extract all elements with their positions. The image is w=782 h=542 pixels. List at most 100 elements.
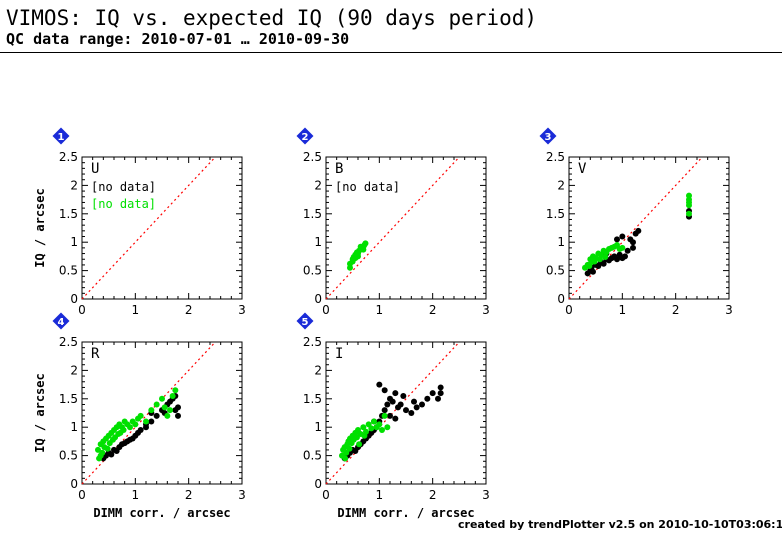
data-point-black xyxy=(381,407,388,414)
data-point-green xyxy=(368,425,375,432)
reference-line-y-equals-x xyxy=(325,341,460,485)
plot-frame xyxy=(325,341,487,485)
y-tick-label: 0.5 xyxy=(303,264,322,278)
data-point-green xyxy=(132,421,139,428)
data-point-black xyxy=(389,398,396,405)
data-point-green xyxy=(381,412,388,419)
y-tick-label: 2.5 xyxy=(303,150,322,164)
panel-badge-diamond xyxy=(539,127,557,145)
y-tick-label: 2.5 xyxy=(59,335,78,349)
data-point-green xyxy=(591,258,598,265)
data-point-black xyxy=(148,418,155,425)
x-tick-label: 3 xyxy=(725,303,733,317)
data-point-black xyxy=(397,401,404,408)
x-axis-label: DIMM corr. / arcsec xyxy=(337,506,474,520)
panel-badge-number: 1 xyxy=(58,132,65,143)
panel-badge-number: 3 xyxy=(545,132,552,143)
data-point-black xyxy=(400,392,407,399)
data-point-green xyxy=(164,412,171,419)
y-tick-label: 2 xyxy=(314,363,322,377)
data-point-black xyxy=(437,384,444,391)
data-point-green xyxy=(143,418,149,425)
y-tick-label: 1 xyxy=(314,420,322,434)
x-tick-label: 0 xyxy=(78,303,86,317)
data-point-black xyxy=(387,412,393,419)
no-data-label: [no data] xyxy=(91,197,156,211)
data-point-green xyxy=(95,446,101,453)
data-point-green xyxy=(342,455,349,462)
data-point-green xyxy=(362,240,369,247)
y-tick-label: 0.5 xyxy=(303,449,322,463)
reference-line-y-equals-x xyxy=(325,156,460,300)
y-tick-label: 1 xyxy=(70,235,78,249)
data-point-black xyxy=(590,268,596,275)
data-point-green xyxy=(159,395,165,402)
x-axis-label: DIMM corr. / arcsec xyxy=(93,506,230,520)
x-tick-label: 1 xyxy=(376,303,384,317)
data-point-black xyxy=(614,236,620,243)
data-point-green xyxy=(115,431,122,438)
data-point-black xyxy=(411,398,417,405)
x-tick-label: 3 xyxy=(482,488,490,502)
qc-data-range: QC data range: 2010-07-01 … 2010-09-30 xyxy=(6,30,350,48)
data-point-green xyxy=(96,455,103,462)
footer-credit: created by trendPlotter v2.5 on 2010-10-… xyxy=(458,518,782,531)
data-point-green xyxy=(602,253,609,260)
plot-frame xyxy=(325,156,487,300)
y-tick-label: 2.5 xyxy=(59,150,78,164)
panel-badge-number: 2 xyxy=(302,132,309,143)
no-data-label: [no data] xyxy=(91,180,156,194)
header-divider xyxy=(0,52,782,53)
data-point-green xyxy=(357,243,364,250)
data-point-black xyxy=(429,390,436,397)
plot-frame xyxy=(81,156,243,300)
y-tick-label: 1 xyxy=(314,235,322,249)
data-point-green xyxy=(360,424,367,431)
filter-label: B xyxy=(335,161,343,177)
y-tick-label: 1.5 xyxy=(59,207,78,221)
data-point-green xyxy=(137,412,144,419)
data-point-black xyxy=(614,256,620,263)
y-tick-label: 2 xyxy=(314,178,322,192)
data-point-green xyxy=(346,445,353,452)
page-title: VIMOS: IQ vs. expected IQ (90 days perio… xyxy=(6,6,538,30)
data-point-green xyxy=(148,407,155,414)
data-point-black xyxy=(619,233,626,240)
x-tick-label: 3 xyxy=(238,488,246,502)
data-point-green xyxy=(343,449,350,456)
data-point-black xyxy=(630,244,636,251)
data-point-green xyxy=(376,421,383,428)
y-tick-label: 2.5 xyxy=(546,150,565,164)
x-tick-label: 2 xyxy=(185,488,193,502)
data-point-black xyxy=(437,390,444,397)
y-tick-label: 0.5 xyxy=(59,449,78,463)
data-point-green xyxy=(104,445,111,452)
data-point-black xyxy=(175,404,181,411)
data-point-green xyxy=(161,404,168,411)
y-tick-label: 1 xyxy=(70,420,78,434)
x-tick-label: 2 xyxy=(672,303,680,317)
data-point-green xyxy=(371,418,377,425)
data-point-black xyxy=(392,390,399,397)
x-tick-label: 1 xyxy=(619,303,627,317)
x-tick-label: 3 xyxy=(238,303,246,317)
panel-badge-number: 4 xyxy=(58,317,65,328)
data-point-green xyxy=(379,427,385,434)
x-tick-label: 2 xyxy=(185,303,193,317)
y-tick-label: 0.5 xyxy=(546,264,565,278)
data-point-green xyxy=(686,192,692,199)
plot-frame xyxy=(568,156,730,300)
data-point-black xyxy=(624,247,631,254)
x-tick-label: 0 xyxy=(322,488,330,502)
x-tick-label: 3 xyxy=(482,303,490,317)
data-point-black xyxy=(376,381,383,388)
y-tick-label: 0 xyxy=(70,477,78,491)
data-point-black xyxy=(175,412,181,419)
data-point-black xyxy=(435,395,441,402)
data-point-green xyxy=(586,263,593,270)
data-point-green xyxy=(384,424,391,431)
y-tick-label: 0 xyxy=(70,292,78,306)
x-tick-label: 2 xyxy=(429,303,437,317)
reference-line-y-equals-x xyxy=(568,156,703,300)
